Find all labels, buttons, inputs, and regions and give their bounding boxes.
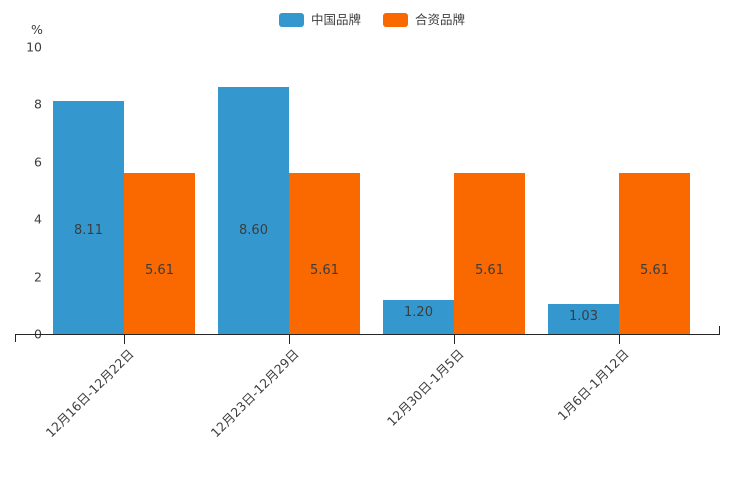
x-axis-tick-2 bbox=[454, 335, 455, 344]
legend-label-series-0: 中国品牌 bbox=[310, 11, 361, 27]
x-axis-tick-3 bbox=[619, 335, 620, 344]
x-axis-category-label-0: 12月16日-12月22日 bbox=[42, 346, 137, 441]
x-axis-tick-0 bbox=[124, 335, 125, 344]
legend-swatch-series-1 bbox=[383, 13, 408, 27]
x-axis-category-label-3: 1月6日-1月12日 bbox=[554, 346, 632, 424]
bar-value-label: 1.03 bbox=[569, 309, 598, 325]
y-axis-tick-8: 8 bbox=[34, 96, 42, 112]
x-axis-category-label-1: 12月23日-12月29日 bbox=[207, 346, 302, 441]
y-axis-tick-10: 10 bbox=[26, 39, 42, 55]
bar-value-label: 5.61 bbox=[640, 263, 669, 278]
plot-area: 8.11 5.61 8.60 5.61 1.20 5.61 1.03 5.61 bbox=[53, 47, 720, 334]
bar-group-1-series-1[interactable]: 5.61 bbox=[289, 173, 360, 334]
legend-label-series-1: 合资品牌 bbox=[415, 11, 466, 27]
bar-value-label: 1.20 bbox=[404, 304, 433, 320]
x-axis-right-cap bbox=[719, 326, 720, 334]
x-axis-left-cap bbox=[15, 334, 16, 342]
x-axis-line bbox=[15, 334, 720, 335]
bar-group-3-series-0[interactable]: 1.03 bbox=[548, 304, 619, 334]
bar-value-label: 8.11 bbox=[74, 223, 103, 238]
legend-swatch-series-0 bbox=[278, 13, 304, 27]
legend-item-series-1[interactable]: 合资品牌 bbox=[383, 13, 465, 27]
y-axis-tick-2: 2 bbox=[34, 269, 42, 285]
bar-value-label: 8.60 bbox=[239, 223, 268, 238]
bar-group-2-series-0[interactable]: 1.20 bbox=[383, 299, 454, 334]
chart-legend: 中国品牌 合资品牌 bbox=[0, 13, 744, 27]
y-axis-tick-labels: 0246810 bbox=[0, 40, 42, 342]
bar-value-label: 5.61 bbox=[145, 263, 174, 278]
bar-group-0-series-1[interactable]: 5.61 bbox=[124, 173, 195, 334]
y-axis-unit-label: % bbox=[31, 22, 43, 37]
legend-item-series-0[interactable]: 中国品牌 bbox=[278, 11, 361, 27]
bar-group-3-series-1[interactable]: 5.61 bbox=[619, 173, 690, 334]
bar-group-0-series-0[interactable]: 8.11 bbox=[53, 101, 124, 334]
bar-group-2-series-1[interactable]: 5.61 bbox=[454, 173, 525, 334]
bar-group-1-series-0[interactable]: 8.60 bbox=[218, 87, 289, 334]
x-axis-tick-1 bbox=[289, 335, 290, 344]
bar-value-label: 5.61 bbox=[475, 263, 504, 278]
x-axis-category-label-2: 12月30日-1月5日 bbox=[383, 346, 467, 430]
y-axis-tick-6: 6 bbox=[34, 154, 42, 170]
y-axis-tick-4: 4 bbox=[34, 211, 42, 227]
bar-value-label: 5.61 bbox=[310, 263, 339, 278]
